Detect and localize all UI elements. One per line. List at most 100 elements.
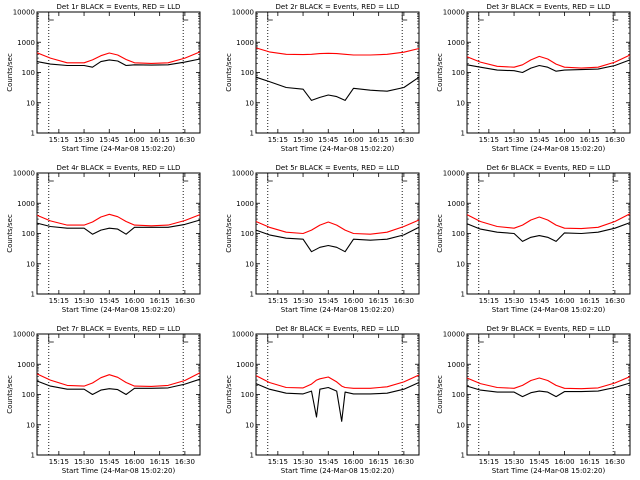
x-tick-label: 15:15 (49, 458, 69, 466)
y-tick-label: 1000 (447, 39, 465, 47)
x-tick-label: 15:15 (479, 136, 499, 144)
x-tick-label: 15:45 (99, 458, 119, 466)
y-tick-label: 1 (461, 452, 465, 460)
panel-title: Det 4r BLACK = Events, RED = LLD (57, 164, 181, 172)
time-marker-bracket (182, 13, 189, 21)
x-tick-label: 15:45 (529, 297, 549, 305)
time-marker-bracket (612, 13, 619, 21)
y-tick-label: 10 (26, 99, 35, 107)
y-tick-label: 10000 (443, 9, 465, 17)
y-tick-label: 1 (461, 130, 465, 138)
y-tick-label: 10 (245, 421, 254, 429)
y-tick-label: 1 (31, 291, 35, 299)
events-series-line (466, 382, 631, 398)
x-tick-label: 16:00 (554, 136, 574, 144)
x-axis-label: Start Time (24-Mar-08 15:02:20) (281, 467, 395, 475)
x-tick-label: 15:15 (268, 458, 288, 466)
time-marker-bracket (612, 174, 619, 182)
time-marker-bracket (401, 335, 408, 343)
y-tick-label: 1 (461, 291, 465, 299)
time-marker-bracket (267, 335, 273, 343)
x-tick-label: 15:30 (293, 136, 313, 144)
y-tick-label: 10000 (13, 9, 35, 17)
events-series-line (36, 58, 201, 68)
panel-title: Det 7r BLACK = Events, RED = LLD (57, 325, 181, 333)
time-marker-bracket (267, 174, 273, 182)
lld-series-line (36, 372, 201, 387)
y-tick-label: 10000 (13, 331, 35, 339)
y-tick-label: 100 (241, 391, 254, 399)
x-tick-label: 16:00 (124, 136, 144, 144)
panel-title: Det 3r BLACK = Events, RED = LLD (487, 3, 611, 11)
detector-panel: Det 4r BLACK = Events, RED = LLD 1 10 100 10… (6, 164, 201, 314)
detector-panel: Det 7r BLACK = Events, RED = LLD 1 10 100 10… (6, 325, 201, 475)
y-tick-label: 10000 (13, 170, 35, 178)
y-tick-label: 1000 (17, 200, 35, 208)
x-tick-label: 16:15 (150, 458, 170, 466)
y-axis-label: Counts/sec (436, 375, 444, 414)
x-tick-label: 15:15 (479, 458, 499, 466)
y-tick-label: 10000 (232, 9, 254, 17)
lld-series-line (466, 213, 631, 230)
y-tick-label: 10000 (232, 331, 254, 339)
events-series-line (255, 381, 420, 422)
x-tick-label: 16:30 (394, 458, 414, 466)
x-tick-label: 16:30 (175, 297, 195, 305)
x-tick-label: 15:45 (529, 458, 549, 466)
events-series-line (255, 226, 420, 253)
x-tick-label: 15:30 (504, 136, 524, 144)
y-axis-label: Counts/sec (225, 214, 233, 253)
y-tick-label: 1000 (236, 361, 254, 369)
lld-series-line (255, 219, 420, 235)
detector-panel: Det 9r BLACK = Events, RED = LLD 1 10 100 10… (436, 325, 631, 475)
y-tick-label: 10000 (232, 170, 254, 178)
x-tick-label: 15:15 (49, 136, 69, 144)
y-tick-label: 100 (452, 230, 465, 238)
panel-grid: Det 1r BLACK = Events, RED = LLD 1 10 100 10… (6, 3, 631, 475)
y-axis-label: Counts/sec (6, 53, 14, 92)
y-tick-label: 10000 (443, 331, 465, 339)
x-tick-label: 16:00 (124, 297, 144, 305)
y-tick-label: 10 (245, 99, 254, 107)
x-tick-label: 16:15 (580, 136, 600, 144)
y-tick-label: 1000 (17, 361, 35, 369)
x-axis-label: Start Time (24-Mar-08 15:02:20) (62, 145, 176, 153)
y-tick-label: 10 (456, 99, 465, 107)
detector-panel: Det 2r BLACK = Events, RED = LLD 1 10 100 10… (225, 3, 420, 153)
x-axis-label: Start Time (24-Mar-08 15:02:20) (62, 467, 176, 475)
x-tick-label: 16:30 (605, 458, 625, 466)
time-marker-bracket (401, 13, 408, 21)
x-tick-label: 15:45 (318, 136, 338, 144)
y-tick-label: 10 (245, 260, 254, 268)
x-tick-label: 16:30 (394, 136, 414, 144)
detector-panel: Det 3r BLACK = Events, RED = LLD 1 10 100 10… (436, 3, 631, 153)
lld-series-line (255, 47, 420, 56)
x-tick-label: 15:30 (74, 297, 94, 305)
events-series-line (36, 219, 201, 235)
x-axis-label: Start Time (24-Mar-08 15:02:20) (492, 145, 606, 153)
y-tick-label: 10 (26, 421, 35, 429)
y-tick-label: 1 (250, 452, 254, 460)
y-axis-label: Counts/sec (436, 214, 444, 253)
y-tick-label: 1000 (236, 39, 254, 47)
x-tick-label: 15:30 (504, 458, 524, 466)
x-axis-label: Start Time (24-Mar-08 15:02:20) (492, 306, 606, 314)
y-tick-label: 10000 (443, 170, 465, 178)
time-marker-bracket (612, 335, 619, 343)
time-marker-bracket (478, 13, 484, 21)
y-tick-label: 10 (456, 260, 465, 268)
panel-title: Det 8r BLACK = Events, RED = LLD (276, 325, 400, 333)
panel-title: Det 1r BLACK = Events, RED = LLD (57, 3, 181, 11)
x-axis-label: Start Time (24-Mar-08 15:02:20) (492, 467, 606, 475)
x-tick-label: 16:00 (554, 458, 574, 466)
x-tick-label: 15:30 (293, 458, 313, 466)
x-tick-label: 16:00 (124, 458, 144, 466)
panel-title: Det 2r BLACK = Events, RED = LLD (276, 3, 400, 11)
lld-series-line (255, 374, 420, 389)
x-tick-label: 16:00 (554, 297, 574, 305)
panel-title: Det 6r BLACK = Events, RED = LLD (487, 164, 611, 172)
x-tick-label: 16:15 (150, 297, 170, 305)
events-series-line (466, 222, 631, 242)
x-tick-label: 16:30 (605, 297, 625, 305)
